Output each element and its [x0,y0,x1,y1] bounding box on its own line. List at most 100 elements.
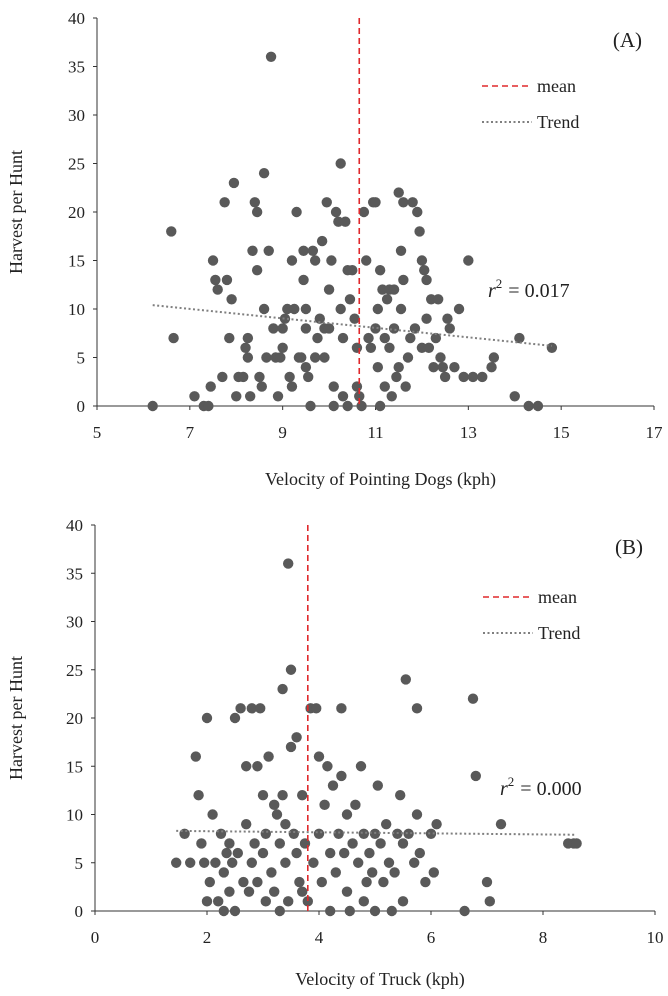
y-tick-label: 30 [68,106,85,125]
data-point [238,876,249,888]
data-point [218,867,229,878]
x-tick-label: 10 [647,928,664,947]
data-point [374,400,386,412]
data-point [398,274,409,286]
r2-symbol: r [500,778,508,800]
data-point [364,847,375,859]
x-tick-label: 9 [278,423,287,442]
x-tick-label: 7 [186,423,195,442]
data-point [395,303,407,315]
data-point [370,197,381,208]
data-point [349,313,360,324]
data-point [201,712,213,724]
data-point [217,371,228,383]
y-tick-label: 0 [75,902,84,921]
data-point [319,352,330,363]
data-point [336,703,347,714]
x-tick-label: 15 [553,423,570,442]
data-point [207,255,219,266]
data-point [275,352,286,363]
data-point [213,896,224,907]
data-point [395,790,406,801]
data-point [279,313,291,324]
data-point [260,896,271,907]
data-point [300,362,312,373]
data-point [286,381,298,392]
data-point [316,235,328,247]
data-point [228,177,240,189]
data-point [298,245,309,256]
data-point [412,206,423,218]
data-point [325,847,336,859]
data-point [257,847,269,859]
data-point [274,838,285,849]
data-point [224,886,235,897]
data-point [442,313,453,324]
data-point [458,371,469,383]
data-point [414,847,425,859]
data-point [190,751,201,762]
data-point [221,847,232,859]
data-point [546,342,558,353]
data-point [312,332,323,344]
data-point [333,828,344,839]
data-point [242,352,254,363]
data-point [269,886,280,897]
data-point [291,847,302,859]
data-point [411,703,423,714]
data-point [449,362,460,373]
data-point [437,362,449,373]
data-point [430,332,442,344]
data-point [330,206,342,218]
data-point [344,294,356,305]
panel-label: (B) [615,535,643,559]
data-point [453,303,465,315]
data-point [367,867,378,878]
x-tick-label: 6 [427,928,436,947]
r2-symbol: r [488,280,496,302]
legend-mean-label: mean [538,587,577,607]
legend-trend-label: Trend [537,112,579,132]
x-axis-title: Velocity of Pointing Dogs (kph) [265,469,496,490]
y-tick-label: 40 [68,9,85,28]
data-point [378,876,389,888]
data-point [414,226,425,237]
r2-annotation: r2 = 0.000 [500,774,582,800]
y-tick-label: 30 [66,613,83,632]
data-point [358,206,370,218]
data-point [298,274,309,286]
data-point [391,371,402,383]
data-point [354,391,365,402]
y-axis-title: Harvest per Hunt [6,656,26,780]
data-point [205,381,216,392]
data-point [224,838,235,849]
data-point [326,255,337,266]
y-tick-label: 35 [68,58,85,77]
data-point [238,371,249,383]
x-tick-label: 2 [203,928,212,947]
data-point [277,342,288,353]
data-point [370,323,381,334]
data-point [488,352,500,363]
x-tick-label: 5 [93,423,102,442]
panel-label: (A) [613,28,642,52]
data-point [261,352,272,363]
data-point [379,332,390,344]
data-point [420,876,431,888]
data-point [459,905,470,917]
data-point [185,857,196,868]
data-point [294,876,305,888]
data-point [341,886,353,897]
data-point [398,197,409,208]
data-point [212,284,223,295]
data-point [307,245,319,256]
data-point [372,780,383,791]
data-point [477,371,488,383]
data-point [263,751,274,762]
r2-value: = 0.000 [520,778,581,800]
data-point [252,761,263,772]
x-tick-label: 4 [315,928,324,947]
data-point [432,294,444,305]
data-point [356,400,367,412]
